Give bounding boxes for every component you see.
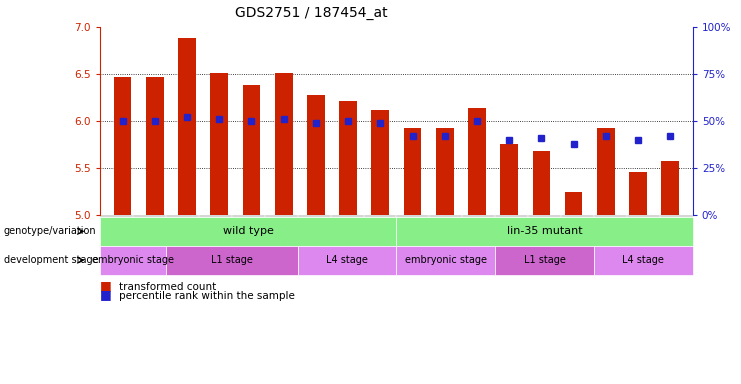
Bar: [662, 161, 679, 215]
Text: lin-35 mutant: lin-35 mutant: [507, 226, 582, 237]
Bar: [307, 94, 325, 215]
Bar: [629, 172, 647, 215]
Bar: [339, 101, 357, 215]
Text: L1 stage: L1 stage: [211, 255, 253, 265]
Text: L4 stage: L4 stage: [326, 255, 368, 265]
Bar: [113, 77, 131, 215]
Bar: [275, 73, 293, 215]
Text: L1 stage: L1 stage: [524, 255, 565, 265]
Bar: [468, 108, 486, 215]
Bar: [404, 129, 422, 215]
Text: development stage: development stage: [4, 255, 99, 265]
Text: transformed count: transformed count: [119, 282, 216, 292]
Bar: [597, 129, 615, 215]
Text: L4 stage: L4 stage: [622, 255, 665, 265]
Bar: [178, 38, 196, 215]
Bar: [436, 129, 453, 215]
Bar: [565, 192, 582, 215]
Text: genotype/variation: genotype/variation: [4, 226, 96, 237]
Text: embryonic stage: embryonic stage: [405, 255, 487, 265]
Bar: [533, 151, 551, 215]
Text: wild type: wild type: [223, 226, 273, 237]
Text: percentile rank within the sample: percentile rank within the sample: [119, 291, 294, 301]
Text: GDS2751 / 187454_at: GDS2751 / 187454_at: [235, 6, 388, 20]
Bar: [146, 77, 164, 215]
Bar: [500, 144, 518, 215]
Text: ■: ■: [100, 279, 112, 292]
Text: embryonic stage: embryonic stage: [92, 255, 174, 265]
Bar: [210, 73, 228, 215]
Bar: [242, 85, 260, 215]
Bar: [371, 110, 389, 215]
Text: ■: ■: [100, 288, 112, 301]
